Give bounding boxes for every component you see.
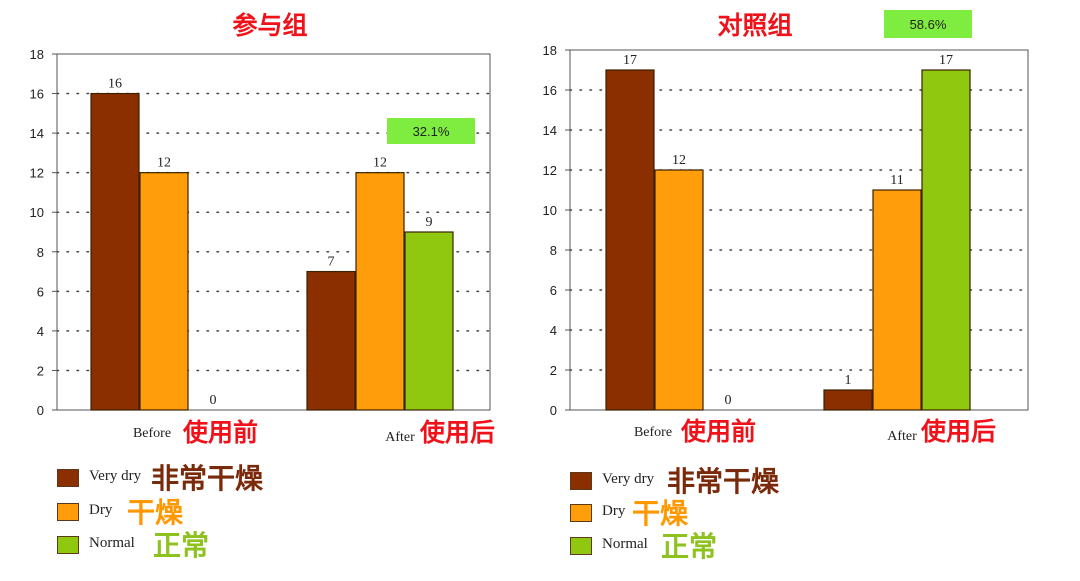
legend-label-normal-cn: 正常: [153, 529, 210, 562]
x-category-label: Before: [133, 426, 171, 441]
legend-label-dry: Dry: [89, 502, 113, 518]
legend-label-very-dry-cn: 非常干燥: [151, 462, 264, 495]
plot-frame: [569, 49, 1029, 411]
y-tick-label: 18: [543, 43, 557, 58]
x-category-label-cn: 使用后: [920, 417, 996, 446]
y-tick-label: 4: [37, 324, 44, 339]
legend-swatch-very-dry: [570, 472, 592, 490]
data-label-dry-after: 12: [373, 156, 387, 171]
data-label-dry-before: 12: [672, 153, 686, 168]
y-tick-label: 8: [37, 245, 44, 260]
percent-badge-label: 58.6%: [910, 17, 947, 32]
legend-swatch-very-dry: [57, 469, 79, 487]
legend-swatch-dry: [570, 504, 592, 522]
plot-frame: [56, 53, 491, 411]
data-label-dry-before: 12: [157, 156, 171, 171]
legend-label-normal: Normal: [602, 536, 648, 552]
y-tick-label: 2: [37, 363, 44, 378]
bar-dry-after: [355, 172, 405, 411]
bar-very-dry-after: [306, 270, 356, 411]
y-tick-label: 0: [550, 403, 557, 418]
y-tick-label: 2: [550, 363, 557, 378]
bar-dry-before: [139, 172, 189, 411]
bar-normal-after: [404, 231, 454, 411]
y-tick-label: 8: [550, 243, 557, 258]
y-tick-label: 10: [543, 203, 557, 218]
data-label-very-dry-before: 17: [623, 53, 637, 68]
bar-normal-after: [921, 69, 971, 411]
y-tick-label: 18: [30, 47, 44, 62]
data-label-normal-before: 0: [725, 393, 732, 408]
chart-title: 参与组: [232, 11, 307, 40]
y-tick-label: 6: [550, 283, 557, 298]
legend-label-dry: Dry: [602, 503, 626, 519]
legend-label-very-dry: Very dry: [89, 468, 142, 484]
y-tick-label: 6: [37, 284, 44, 299]
y-tick-label: 10: [30, 205, 44, 220]
percent-badge: [387, 118, 475, 144]
percent-badge: [884, 10, 972, 38]
legend-label-normal: Normal: [89, 535, 135, 551]
data-label-normal-after: 9: [426, 215, 433, 230]
legend-label-normal-cn: 正常: [661, 530, 718, 563]
data-label-very-dry-before: 16: [108, 77, 122, 92]
bar-very-dry-before: [605, 69, 655, 411]
x-category-label: After: [887, 429, 917, 444]
x-category-label-cn: 使用后: [419, 418, 495, 447]
x-category-label: Before: [634, 425, 672, 440]
legend-swatch-dry: [57, 503, 79, 521]
legend-label-very-dry-cn: 非常干燥: [667, 465, 780, 498]
y-tick-label: 4: [550, 323, 557, 338]
y-tick-label: 16: [30, 87, 44, 102]
x-category-label-cn: 使用前: [182, 418, 258, 447]
y-tick-label: 16: [543, 83, 557, 98]
bar-dry-before: [654, 169, 704, 411]
data-label-dry-after: 11: [890, 173, 903, 188]
bar-very-dry-after: [823, 389, 873, 411]
data-label-normal-before: 0: [210, 393, 217, 408]
legend-swatch-normal: [57, 536, 79, 554]
legend-label-dry-cn: 干燥: [632, 497, 689, 530]
y-tick-label: 12: [543, 163, 557, 178]
x-category-label: After: [385, 430, 415, 445]
legend-label-dry-cn: 干燥: [127, 496, 184, 529]
left-chart-panel: 0 2 4 6 8 10 12 14 16 18 参与组 16 12 0 Before 使用前 7 12 9 Afte…: [30, 11, 495, 562]
left-bar-chart: 0 2 4 6 8 10 12 14 16 18 参与组 16 12 0 Before 使用前 7 12 9 Afte…: [30, 11, 495, 447]
y-tick-label: 14: [30, 126, 44, 141]
chart-title: 对照组: [717, 11, 792, 40]
legend-label-very-dry: Very dry: [602, 471, 655, 487]
bar-very-dry-before: [90, 92, 140, 411]
y-tick-label: 14: [543, 123, 557, 138]
legend-swatch-normal: [570, 537, 592, 555]
y-tick-label: 0: [37, 403, 44, 418]
percent-badge-label: 32.1%: [413, 124, 450, 139]
right-chart-panel: 0 2 4 6 8 10 12 14 16 18 对照组 17 12 0 Before 使用前 1 11 17 Aft…: [540, 0, 1080, 581]
bar-dry-after: [872, 189, 922, 411]
data-label-very-dry-after: 1: [845, 373, 852, 388]
data-label-normal-after: 17: [939, 53, 953, 68]
x-category-label-cn: 使用前: [680, 417, 756, 446]
data-label-very-dry-after: 7: [328, 255, 335, 270]
y-tick-label: 12: [30, 166, 44, 181]
